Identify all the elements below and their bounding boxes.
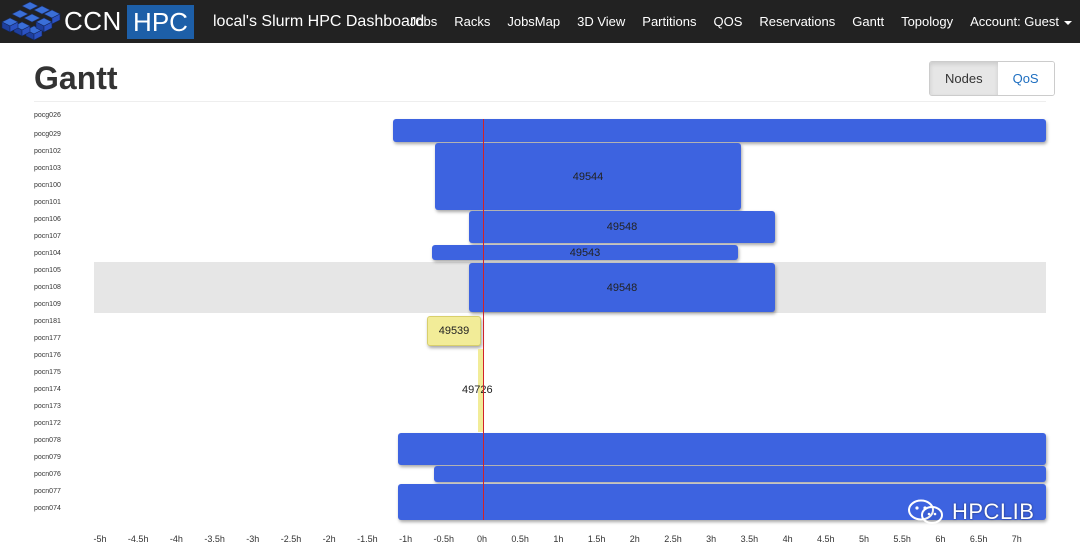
time-tick-label: 5.5h <box>893 534 911 544</box>
node-label: pocn104 <box>34 250 61 257</box>
job-bar-49543[interactable]: 49543 <box>432 245 738 260</box>
node-label: pocn077 <box>34 488 61 495</box>
watermark-text: HPCLIB <box>952 499 1035 524</box>
node-label: pocn102 <box>34 148 61 155</box>
time-tick-label: -4h <box>169 534 183 544</box>
time-tick-label: 4h <box>782 534 793 544</box>
node-label: pocn108 <box>34 284 61 291</box>
nav-gantt[interactable]: Gantt <box>852 14 885 29</box>
nodes-button[interactable]: Nodes <box>930 62 998 95</box>
site-title[interactable]: local's Slurm HPC Dashboard <box>213 13 425 30</box>
wechat-icon <box>908 499 943 524</box>
time-tick-label: -0.5h <box>433 534 455 544</box>
time-tick-label: -4.5h <box>127 534 149 544</box>
node-label: pocn175 <box>34 369 61 376</box>
time-tick-label: 0h <box>476 534 488 544</box>
job-bar[interactable] <box>393 119 1046 142</box>
time-tick-label: -1.5h <box>357 534 378 544</box>
time-tick-label: 3.5h <box>740 534 759 544</box>
view-toggle: Nodes QoS <box>929 61 1055 96</box>
nav-3d-view[interactable]: 3D View <box>577 14 626 29</box>
time-tick-label: 1.5h <box>587 534 606 544</box>
node-label: pocg026 <box>34 112 61 119</box>
account-menu[interactable]: Account: Guest <box>970 0 1072 43</box>
node-label: pocn106 <box>34 216 61 223</box>
nav-links: Jobs Racks JobsMap 3D View Partitions QO… <box>393 0 1072 43</box>
job-bar[interactable] <box>398 484 1046 520</box>
account-label: Account: Guest <box>970 14 1059 29</box>
job-label: 49548 <box>606 281 638 294</box>
now-line <box>483 119 484 520</box>
job-bar-49548[interactable]: 49548 <box>469 211 775 243</box>
time-tick-label: 2h <box>629 534 640 544</box>
node-label: pocn107 <box>34 233 61 240</box>
navbar: CCN HPC local's Slurm HPC Dashboard Jobs… <box>0 0 1080 43</box>
node-label: pocn079 <box>34 454 61 461</box>
brand-ccn: CCN <box>64 6 122 36</box>
nav-jobsmap[interactable]: JobsMap <box>507 14 561 29</box>
node-label: pocn176 <box>34 352 61 359</box>
time-tick-label: 0.5h <box>511 534 529 544</box>
node-label: pocn181 <box>34 318 61 325</box>
time-tick-label: 3h <box>706 534 717 544</box>
nav-topology[interactable]: Topology <box>901 14 954 29</box>
job-bar[interactable] <box>434 466 1046 482</box>
qos-button[interactable]: QoS <box>997 62 1054 95</box>
time-tick-label: 6.5h <box>969 534 988 544</box>
job-label-49726: 49726 <box>462 384 493 396</box>
job-bar-49539[interactable]: 49539 <box>427 316 481 346</box>
node-label: pocn174 <box>34 386 61 393</box>
watermark: HPCLIB <box>906 497 1034 527</box>
time-tick-label: 1h <box>553 534 564 544</box>
nav-qos[interactable]: QOS <box>713 14 743 29</box>
time-tick-label: -1h <box>399 534 413 544</box>
job-label: 49539 <box>438 325 470 337</box>
job-bar[interactable] <box>398 433 1046 465</box>
time-tick-label: -2.5h <box>280 534 302 544</box>
header-divider <box>34 101 1046 102</box>
nav-jobs[interactable]: Jobs <box>409 14 438 29</box>
node-label: pocn100 <box>34 182 61 189</box>
time-tick-label: 7h <box>1011 534 1022 544</box>
time-tick-label: -3h <box>246 534 260 544</box>
cubes-logo-icon <box>1 2 61 41</box>
gantt-chart: pocg026 pocg029 pocn102 pocn103 pocn100 pocn1… <box>0 112 1080 559</box>
caret-down-icon <box>1064 20 1072 25</box>
time-tick-label: 4.5h <box>817 534 835 544</box>
node-label: pocn101 <box>34 199 61 206</box>
node-label: pocn105 <box>34 267 61 274</box>
node-label: pocn076 <box>34 471 61 478</box>
nav-partitions[interactable]: Partitions <box>642 14 697 29</box>
time-tick-label: 6h <box>935 534 946 544</box>
nav-racks[interactable]: Racks <box>454 14 491 29</box>
job-label: 49548 <box>606 221 638 233</box>
nav-reservations[interactable]: Reservations <box>759 14 836 29</box>
time-tick-label: 2.5h <box>664 534 682 544</box>
job-bar-49544[interactable]: 49544 <box>435 143 741 210</box>
job-label: 49544 <box>572 170 604 183</box>
node-label: pocn177 <box>34 335 61 342</box>
job-bar-49726[interactable] <box>478 349 483 432</box>
node-label: pocg029 <box>34 131 61 138</box>
node-label: pocn103 <box>34 165 61 172</box>
brand-hpc: HPC <box>127 5 194 39</box>
job-label: 49543 <box>569 246 601 259</box>
job-bar-49548[interactable]: 49548 <box>469 263 775 312</box>
node-label: pocn109 <box>34 301 61 308</box>
node-label: pocn172 <box>34 420 61 427</box>
node-label: pocn173 <box>34 403 61 410</box>
page-title: Gantt <box>34 60 118 96</box>
time-tick-label: -3.5h <box>204 534 225 544</box>
node-label: pocn074 <box>34 505 61 512</box>
time-tick-label: 5h <box>858 534 870 544</box>
time-tick-label: -5h <box>93 534 107 544</box>
node-label: pocn078 <box>34 437 61 444</box>
time-tick-label: -2h <box>322 534 336 544</box>
